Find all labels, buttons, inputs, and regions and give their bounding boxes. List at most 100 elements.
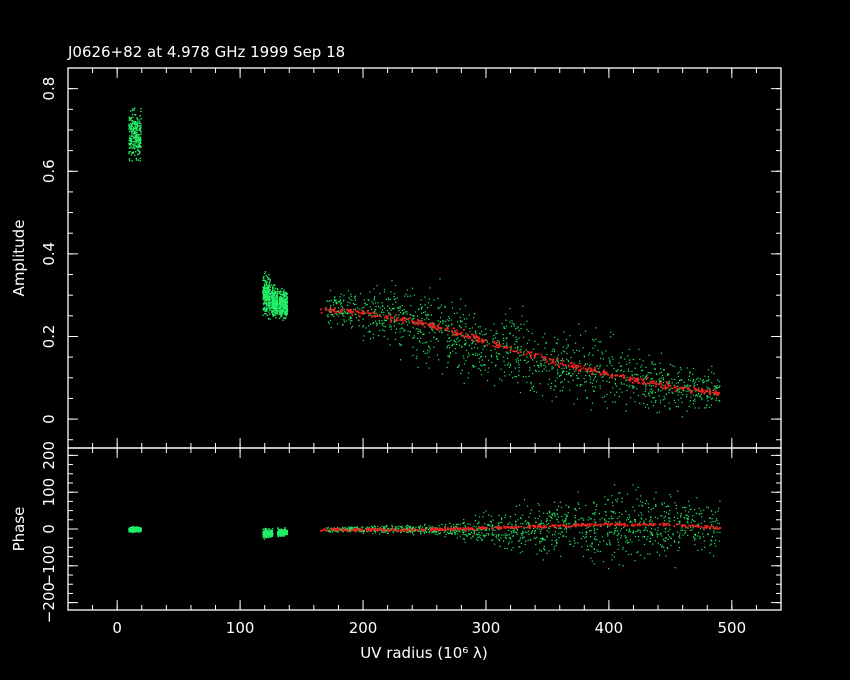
model-point [417,318,419,321]
observed-point [669,380,671,382]
observed-point [694,398,696,400]
observed-point [446,340,448,342]
observed-point [373,297,375,300]
observed-point [381,531,383,533]
observed-point [476,529,478,531]
observed-point [632,532,634,534]
observed-point [383,526,385,528]
observed-point [596,380,598,382]
observed-point [278,291,280,293]
observed-point [266,276,268,278]
observed-point [660,532,662,534]
observed-point [504,364,506,366]
observed-point [631,385,633,387]
observed-point [280,529,282,531]
observed-point [464,305,466,307]
observed-point [624,535,626,537]
observed-point [282,293,285,296]
observed-point [665,506,667,508]
observed-point [623,526,625,529]
observed-point [133,133,136,135]
observed-point [562,386,564,388]
observed-point [606,407,608,409]
observed-point [716,519,718,521]
model-point [562,364,565,367]
observed-point [584,390,586,392]
observed-point [139,127,141,129]
observed-point [448,355,450,357]
observed-point [383,307,385,309]
observed-point [128,151,130,153]
model-point [352,310,354,313]
observed-point [558,527,560,530]
observed-point [272,293,274,295]
observed-point [498,342,501,345]
observed-point [716,531,718,533]
observed-point [557,338,559,340]
observed-point [457,321,459,323]
model-point [614,374,616,377]
observed-point [332,302,334,304]
observed-point [712,555,715,557]
observed-point [139,129,142,131]
observed-point [663,369,665,371]
model-point [680,387,683,390]
observed-point [339,301,341,303]
observed-point [685,386,687,388]
observed-point [625,541,627,543]
observed-point [417,332,419,335]
model-point [709,390,712,393]
model-point [701,387,703,390]
observed-point [281,311,283,314]
observed-point [513,528,515,530]
observed-point [465,326,467,328]
observed-point [515,376,518,378]
observed-point [475,343,477,345]
model-point [623,375,626,377]
model-point [615,374,617,377]
observed-point [135,133,137,136]
observed-point [136,132,138,134]
observed-point [677,382,679,384]
model-point [404,319,406,322]
observed-point [139,145,141,147]
observed-point [266,296,269,298]
observed-point [349,529,351,531]
observed-point [334,296,336,298]
observed-point [711,397,713,399]
observed-point [556,357,558,359]
observed-point [660,515,662,517]
observed-point [460,372,462,374]
observed-point [541,356,543,358]
observed-point [448,344,450,346]
observed-point [512,535,514,537]
observed-point [615,383,617,385]
observed-point [130,143,133,145]
observed-point [349,316,351,318]
observed-point [593,519,595,521]
observed-point [645,527,647,529]
observed-point [272,305,275,307]
observed-point [579,385,581,387]
observed-point [474,354,476,356]
observed-point [410,531,412,533]
observed-point [519,552,521,554]
observed-point [538,528,541,530]
observed-point [561,367,563,369]
observed-point [412,327,414,329]
model-point [498,345,501,348]
observed-point [528,524,530,526]
observed-point [479,516,481,518]
observed-point [705,380,707,382]
observed-point [670,537,672,540]
observed-point [664,520,666,522]
observed-point [490,354,492,356]
model-point [402,321,405,324]
observed-point [654,516,656,518]
observed-point [687,515,689,517]
model-point [556,357,559,360]
observed-point [421,318,423,320]
observed-point [264,280,266,282]
observed-point [534,532,536,534]
observed-point [566,371,568,373]
